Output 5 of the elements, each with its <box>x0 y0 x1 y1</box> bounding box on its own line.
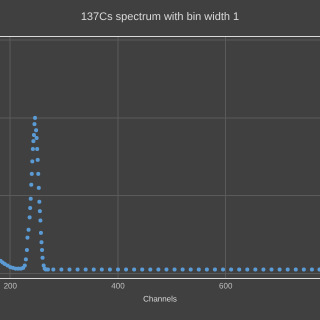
x-tick-label: 400 <box>111 282 126 291</box>
x-tick-label: 600 <box>219 282 233 291</box>
chart-title: 137Cs spectrum with bin width 1 <box>80 10 240 23</box>
x-tick-label: 200 <box>4 282 18 291</box>
x-axis-title: Channels <box>143 294 177 304</box>
